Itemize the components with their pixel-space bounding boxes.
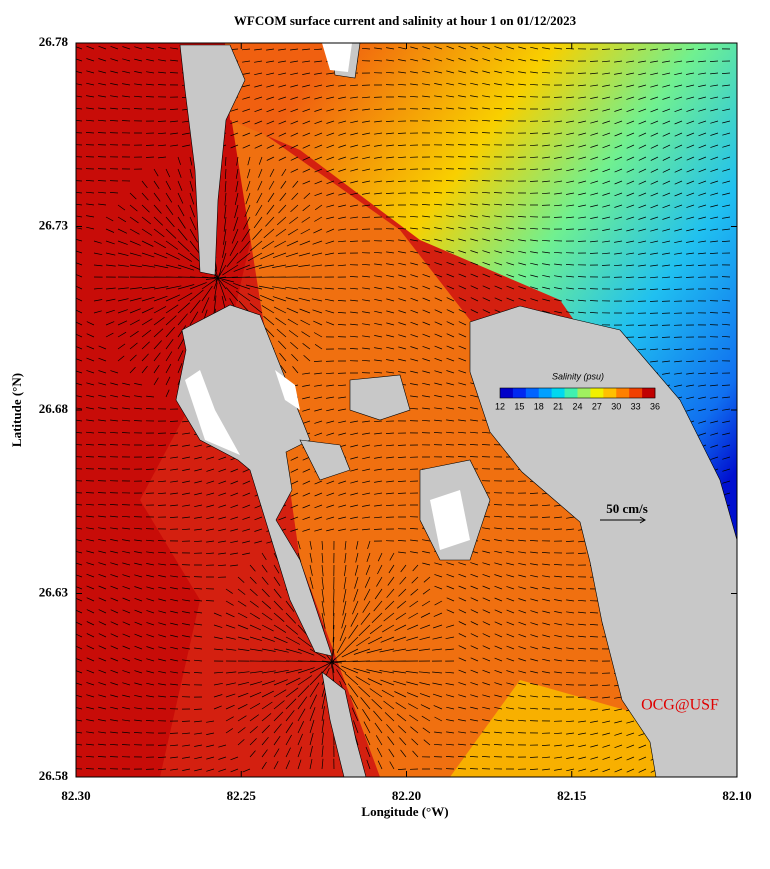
x-tick-label: 82.30 — [61, 788, 90, 803]
x-tick-label: 82.10 — [722, 788, 751, 803]
colorbar-swatch — [642, 388, 656, 398]
colorbar-swatch — [512, 388, 527, 398]
colorbar-tick-label: 27 — [592, 401, 602, 411]
credit: OCG@USF — [641, 697, 719, 714]
reference-arrow — [639, 516, 646, 524]
colorbar-swatch — [564, 388, 578, 398]
colorbar-frame — [499, 387, 656, 399]
no-data — [185, 43, 470, 550]
reference-arrow-label: 50 cm/s — [606, 501, 648, 516]
sea-zone — [225, 43, 737, 560]
colorbar-tick-label: 24 — [572, 401, 582, 411]
sea-zone — [230, 110, 660, 777]
colorbar-tick-label: 18 — [534, 401, 544, 411]
colorbar-tick-label: 21 — [553, 401, 563, 411]
y-tick-label: 26.58 — [39, 768, 69, 783]
x-tick-label: 82.15 — [557, 788, 587, 803]
colorbar-swatch — [577, 388, 591, 398]
y-tick-label: 26.78 — [39, 34, 69, 49]
colorbar-tick-label: 36 — [650, 401, 660, 411]
x-axis-label: Longitude (°W) — [361, 804, 448, 819]
colorbar-swatch — [525, 388, 540, 398]
colorbar-swatch — [616, 388, 630, 398]
colorbar-swatch — [538, 388, 552, 398]
y-tick-label: 26.68 — [39, 401, 69, 416]
colorbar-tick-label: 12 — [495, 401, 505, 411]
colorbar-swatch — [629, 388, 643, 398]
colorbar-tick-label: 33 — [631, 401, 641, 411]
colorbar-tick-label: 15 — [514, 401, 524, 411]
colorbar-swatch — [551, 388, 565, 398]
land — [175, 43, 737, 777]
x-tick-label: 82.25 — [227, 788, 257, 803]
y-tick-label: 26.63 — [39, 584, 69, 599]
y-axis-label: Latitude (°N) — [9, 373, 24, 447]
colorbar-swatch — [500, 388, 514, 398]
y-tick-label: 26.73 — [39, 217, 69, 232]
map-field — [76, 43, 737, 777]
x-tick-label: 82.20 — [392, 788, 421, 803]
colorbar-swatch — [590, 388, 604, 398]
colorbar-label: Salinity (psu) — [552, 371, 604, 381]
colorbar-swatch — [603, 388, 617, 398]
sea-zone — [450, 680, 670, 777]
chart-title: WFCOM surface current and salinity at ho… — [234, 13, 577, 28]
colorbar-tick-label: 30 — [611, 401, 621, 411]
